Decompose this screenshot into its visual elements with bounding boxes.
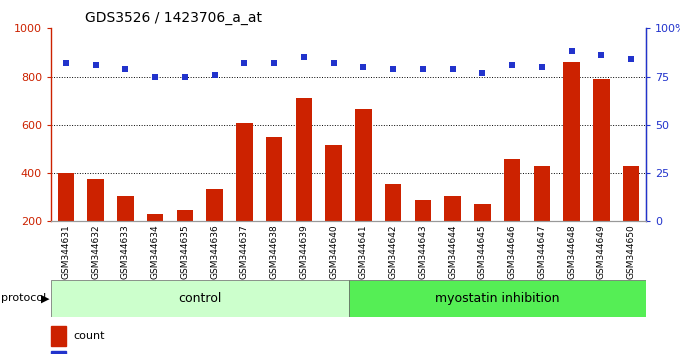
Bar xyxy=(385,184,401,221)
Point xyxy=(447,66,458,72)
Bar xyxy=(504,159,520,221)
Text: control: control xyxy=(178,292,222,305)
Point xyxy=(596,52,607,58)
Text: protocol: protocol xyxy=(1,293,47,303)
Point xyxy=(239,60,250,66)
Point xyxy=(269,60,279,66)
Point xyxy=(358,64,369,70)
Point xyxy=(90,62,101,68)
Point xyxy=(150,74,160,79)
Text: GDS3526 / 1423706_a_at: GDS3526 / 1423706_a_at xyxy=(85,11,262,25)
Bar xyxy=(51,280,348,317)
Point xyxy=(507,62,517,68)
Point xyxy=(328,60,339,66)
Point xyxy=(209,72,220,78)
Bar xyxy=(296,98,312,221)
Point xyxy=(299,55,309,60)
Bar xyxy=(88,179,104,221)
Bar xyxy=(415,200,431,221)
Point xyxy=(61,60,71,66)
Bar xyxy=(177,210,193,221)
Text: myostatin inhibition: myostatin inhibition xyxy=(435,292,560,305)
Point xyxy=(388,66,398,72)
Bar xyxy=(51,326,66,346)
Bar xyxy=(117,196,133,221)
Bar xyxy=(51,351,66,354)
Bar xyxy=(236,123,252,221)
Bar xyxy=(593,79,609,221)
Bar xyxy=(207,189,223,221)
Point xyxy=(537,64,547,70)
Bar xyxy=(474,204,490,221)
Bar xyxy=(326,145,342,221)
Bar xyxy=(445,196,461,221)
Text: ▶: ▶ xyxy=(41,293,49,303)
Bar xyxy=(564,62,580,221)
Bar xyxy=(623,166,639,221)
Point xyxy=(566,48,577,54)
Text: count: count xyxy=(73,331,105,341)
Bar xyxy=(355,109,371,221)
Point xyxy=(180,74,190,79)
Bar xyxy=(534,166,550,221)
Point xyxy=(120,66,131,72)
Point xyxy=(477,70,488,75)
Point xyxy=(626,56,636,62)
Point xyxy=(418,66,428,72)
Bar xyxy=(147,215,163,221)
Bar xyxy=(58,173,74,221)
Bar xyxy=(266,137,282,221)
Bar xyxy=(348,280,646,317)
